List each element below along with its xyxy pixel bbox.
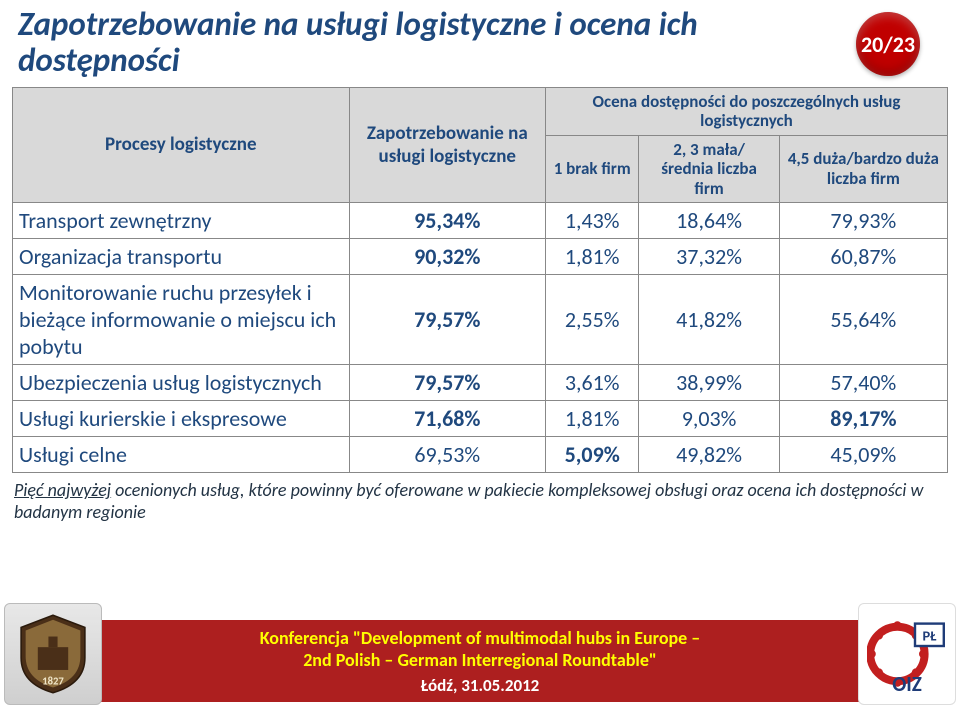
row-demand: 79,57%	[349, 365, 545, 401]
table-row: Ubezpieczenia usług logistycznych79,57%3…	[13, 365, 948, 401]
row-avail-1: 3,61%	[545, 365, 639, 401]
row-avail-23: 9,03%	[639, 401, 779, 437]
row-demand: 90,32%	[349, 239, 545, 275]
row-avail-45: 89,17%	[779, 401, 947, 437]
slide-title: Zapotrzebowanie na usługi logistyczne i …	[18, 6, 838, 79]
row-label: Usługi celne	[13, 437, 350, 473]
row-avail-45: 45,09%	[779, 437, 947, 473]
row-avail-1: 1,43%	[545, 203, 639, 239]
row-label: Usługi kurierskie i ekspresowe	[13, 401, 350, 437]
col-process-header: Procesy logistyczne	[13, 87, 350, 203]
row-avail-1: 5,09%	[545, 437, 639, 473]
col-avail-1-header: 1 brak firm	[545, 135, 639, 203]
col-demand-header: Zapotrzebowanie na usługi logistyczne	[349, 87, 545, 203]
row-label: Transport zewnętrzny	[13, 203, 350, 239]
svg-text:1827: 1827	[42, 674, 64, 687]
right-logo-sub-text: PŁ	[922, 626, 937, 644]
col-availability-group-header: Ocena dostępności do poszczególnych usłu…	[545, 87, 947, 135]
right-logo-text: OIZ	[892, 671, 922, 694]
row-label: Organizacja transportu	[13, 239, 350, 275]
conference-line-1: Konferencja "Development of multimodal h…	[260, 627, 701, 649]
row-avail-23: 49,82%	[639, 437, 779, 473]
row-avail-23: 38,99%	[639, 365, 779, 401]
data-table: Procesy logistyczne Zapotrzebowanie na u…	[12, 87, 948, 474]
conference-title: Konferencja "Development of multimodal h…	[12, 628, 948, 671]
row-avail-1: 1,81%	[545, 239, 639, 275]
row-demand: 95,34%	[349, 203, 545, 239]
conference-line-2: 2nd Polish – German Interregional Roundt…	[303, 649, 657, 671]
table-row: Usługi kurierskie i ekspresowe71,68%1,81…	[13, 401, 948, 437]
row-demand: 71,68%	[349, 401, 545, 437]
footer: Konferencja "Development of multimodal h…	[0, 610, 960, 714]
footer-redbar: Konferencja "Development of multimodal h…	[12, 620, 948, 702]
table-row: Transport zewnętrzny95,34%1,43%18,64%79,…	[13, 203, 948, 239]
caption-rest: ocenionych usług, które powinny być ofer…	[14, 479, 923, 523]
oiz-logo-icon: PŁ OIZ	[858, 603, 956, 705]
university-crest-icon: 1827	[4, 603, 102, 705]
row-avail-23: 41,82%	[639, 275, 779, 365]
row-label: Ubezpieczenia usług logistycznych	[13, 365, 350, 401]
row-avail-1: 1,81%	[545, 401, 639, 437]
row-avail-45: 79,93%	[779, 203, 947, 239]
col-avail-45-header: 4,5 duża/bardzo duża liczba firm	[779, 135, 947, 203]
row-avail-1: 2,55%	[545, 275, 639, 365]
row-avail-23: 37,32%	[639, 239, 779, 275]
row-demand: 69,53%	[349, 437, 545, 473]
col-avail-23-header: 2, 3 mała/ średnia liczba firm	[639, 135, 779, 203]
data-table-wrap: Procesy logistyczne Zapotrzebowanie na u…	[12, 87, 948, 474]
row-avail-23: 18,64%	[639, 203, 779, 239]
row-avail-45: 55,64%	[779, 275, 947, 365]
caption-underline: Pięć najwyżej	[14, 479, 111, 501]
row-demand: 79,57%	[349, 275, 545, 365]
slide: Zapotrzebowanie na usługi logistyczne i …	[0, 0, 960, 714]
table-caption: Pięć najwyżej ocenionych usług, które po…	[0, 473, 960, 523]
row-avail-45: 57,40%	[779, 365, 947, 401]
row-label: Monitorowanie ruchu przesyłek i bieżące …	[13, 275, 350, 365]
table-row: Monitorowanie ruchu przesyłek i bieżące …	[13, 275, 948, 365]
conference-date: Łódź, 31.05.2012	[12, 675, 948, 696]
table-row: Organizacja transportu90,32%1,81%37,32%6…	[13, 239, 948, 275]
title-row: Zapotrzebowanie na usługi logistyczne i …	[0, 0, 960, 79]
table-row: Usługi celne69,53%5,09%49,82%45,09%	[13, 437, 948, 473]
page-number-badge: 20/23	[856, 12, 920, 76]
row-avail-45: 60,87%	[779, 239, 947, 275]
